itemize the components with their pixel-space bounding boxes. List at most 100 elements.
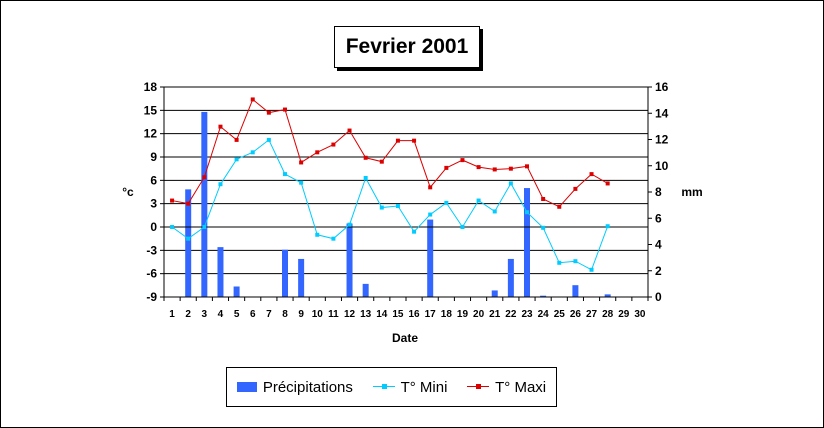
point-tmax [218,124,223,129]
point-tmax [428,185,433,190]
tick-label-left: 15 [144,103,158,117]
point-tmax [525,164,529,169]
bar-precipitation [427,219,434,297]
tick-label-right: 12 [655,133,669,147]
point-tmax [250,97,255,102]
tick-label-right: 6 [655,211,662,225]
point-tmin [508,181,513,186]
tick-label-x: 3 [202,309,208,320]
tick-label-left: -9 [146,290,157,304]
bar-precipitation [201,111,208,297]
point-tmin [218,182,223,187]
point-tmax [395,138,400,143]
tick-label-x: 20 [473,309,485,320]
tick-label-right: 0 [655,290,662,304]
bar-precipitation [185,189,192,297]
point-tmax [331,142,336,147]
bar-precipitation [233,286,240,297]
point-tmax [170,198,175,203]
point-tmin [395,204,400,208]
point-tmax [315,150,320,155]
legend-swatch-precipitations [236,382,257,392]
y-axis-title-right: mm [681,185,702,199]
point-tmin [492,209,497,214]
legend-item-tmax: T° Maxi [467,379,546,396]
bar-precipitation [346,223,353,297]
tick-label-right: 16 [655,80,669,94]
point-tmax [363,155,368,160]
point-tmax [186,201,191,206]
point-tmin [460,225,465,229]
point-tmin [186,236,191,241]
tick-label-x: 30 [634,309,646,320]
point-tmin [573,259,578,264]
tick-label-right: 14 [655,106,669,120]
point-tmax [283,107,287,112]
tick-label-x: 26 [570,309,582,320]
point-tmin [412,229,417,234]
point-tmax [573,186,578,191]
point-tmax [541,197,546,201]
tick-label-left: 3 [150,197,157,211]
tick-label-x: 18 [441,309,453,320]
bar-precipitation [282,249,288,297]
point-tmax [379,159,384,164]
legend-swatch-tmin [372,382,395,392]
point-tmin [541,225,546,230]
point-tmax [589,172,594,177]
bar-precipitation [572,285,579,297]
tick-label-x: 9 [298,309,304,320]
tick-label-x: 25 [554,309,566,320]
point-tmax [202,175,207,180]
legend-label-precipitations: Précipitations [262,378,353,396]
chart-title: Fevrier 2001 [334,26,480,68]
tick-label-right: 10 [655,159,669,173]
tick-label-right: 4 [655,238,662,252]
tick-label-x: 21 [489,309,501,320]
series-line-tmin [171,139,609,271]
bar-precipitation [507,258,514,297]
x-axis-title: Date [392,331,418,345]
tick-label-x: 19 [457,309,469,320]
tick-label-x: 6 [250,309,256,320]
tick-label-x: 11 [328,309,339,320]
tick-label-x: 12 [344,309,356,320]
tick-label-x: 2 [185,309,191,320]
point-tmin [428,212,433,217]
tick-label-left: 18 [144,80,158,94]
tick-label-x: 8 [282,309,288,320]
tick-label-x: 15 [392,309,404,320]
tick-label-x: 13 [360,309,372,320]
legend: Précipitations T° Mini T° Maxi [226,367,557,407]
point-tmax [444,165,449,170]
bar-precipitation [298,258,305,297]
point-tmax [476,165,481,170]
point-tmin [234,157,239,162]
point-tmin [283,172,287,177]
legend-item-tmin: T° Mini [372,379,447,396]
point-tmin [331,236,336,241]
tick-label-right: 2 [655,264,662,278]
tick-label-x: 17 [425,309,437,320]
point-tmin [444,200,449,205]
tick-label-x: 22 [505,309,517,320]
tick-label-left: -6 [146,267,157,281]
tick-label-x: 24 [538,309,550,320]
point-tmax [234,137,239,142]
point-tmax [460,158,465,163]
tick-label-x: 5 [234,309,240,320]
point-tmin [379,205,384,210]
tick-label-x: 4 [218,309,224,320]
tick-label-left: 0 [150,220,157,234]
point-tmin [347,222,352,227]
point-tmin [589,267,594,272]
tick-label-x: 14 [376,309,388,320]
point-tmax [492,167,497,172]
point-tmin [525,210,529,215]
point-tmin [476,198,481,203]
tick-label-x: 29 [618,309,630,320]
tick-label-x: 28 [602,309,614,320]
point-tmin [315,232,320,237]
